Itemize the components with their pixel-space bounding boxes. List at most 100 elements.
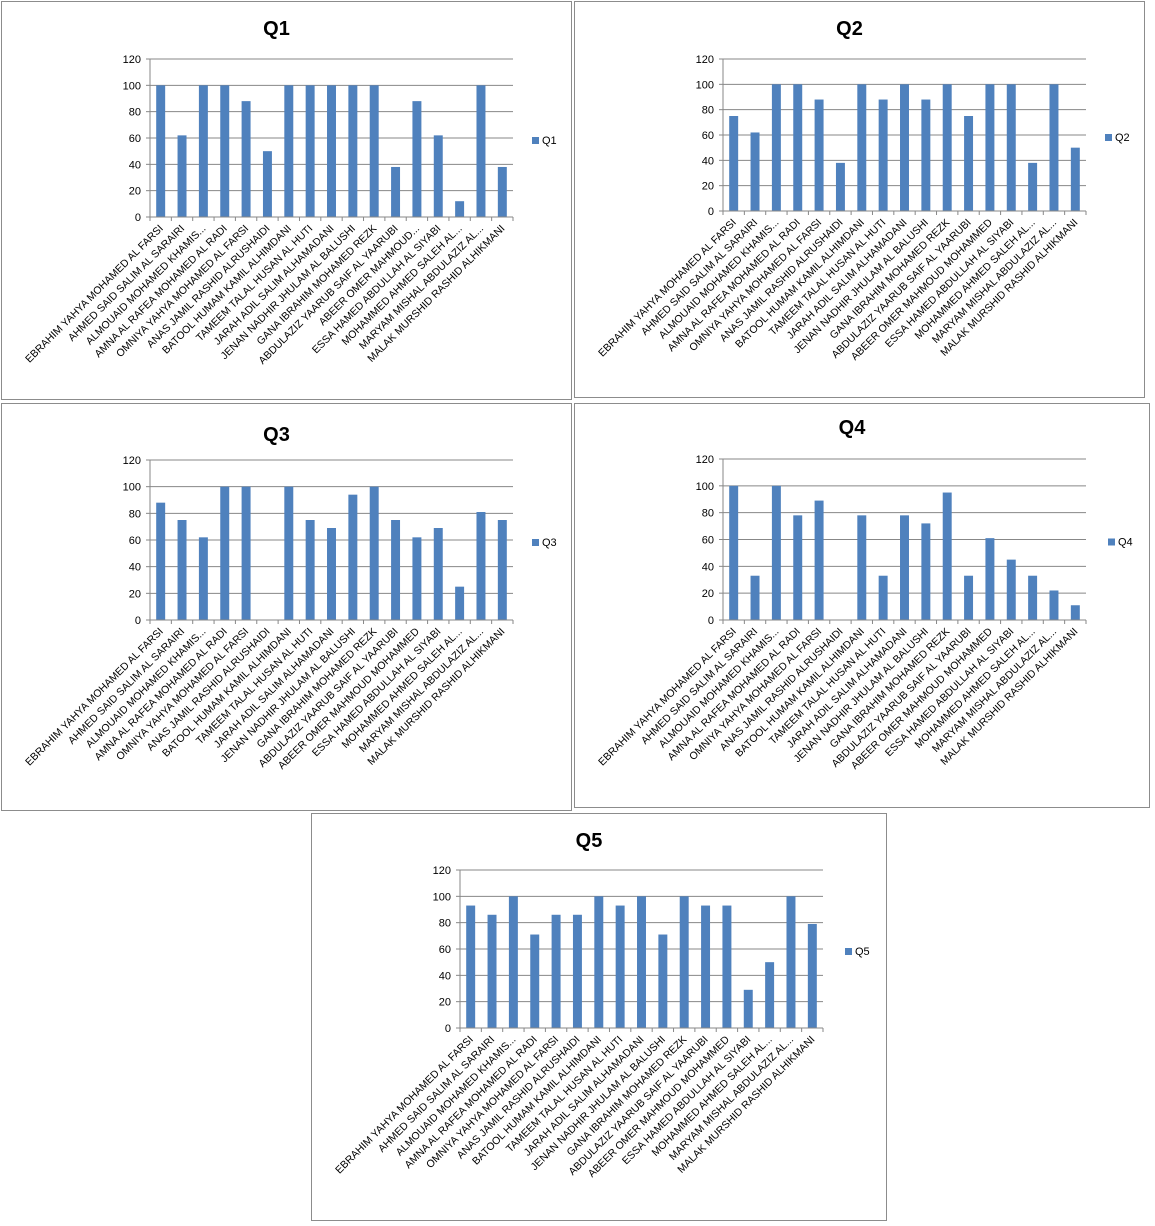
bar [679,896,689,1028]
legend-swatch [1105,134,1112,141]
bar [391,166,401,217]
legend-label: Q1 [542,135,557,147]
bar [701,905,711,1028]
bar [985,84,995,211]
y-tick-label: 120 [433,865,451,877]
bar [1006,559,1016,620]
bar [807,923,817,1028]
y-tick-label: 20 [129,588,141,600]
bar [348,494,358,620]
bar [198,537,208,620]
y-tick-label: 100 [123,80,141,92]
bar [594,896,604,1028]
bar [1006,84,1016,211]
y-tick-label: 0 [135,212,141,224]
bar [156,502,166,620]
y-tick-label: 0 [445,1023,451,1035]
bar [786,896,796,1028]
bar [241,101,251,217]
bar [771,84,781,211]
bar [497,166,507,217]
legend-label: Q2 [1115,132,1130,144]
bar [508,896,518,1028]
y-tick-label: 0 [135,615,141,627]
y-tick-label: 40 [702,155,714,167]
y-tick-label: 120 [696,454,714,466]
y-tick-label: 60 [129,535,141,547]
bar [878,575,888,620]
bar [348,85,358,217]
bar [1049,590,1059,620]
legend-swatch [532,137,539,144]
bar [572,914,582,1028]
bar [305,520,315,620]
bar [722,905,732,1028]
chart-panel-q2: Q2 0 20 40 60 80 100 120 EBRAHIM YAHYA MOHAMED A… [574,1,1145,398]
bar [658,934,668,1028]
bar [835,162,845,211]
y-tick-label: 20 [702,181,714,193]
y-tick-label: 100 [696,481,714,493]
bar [551,914,561,1028]
bar [900,515,909,620]
y-tick-label: 60 [129,133,141,145]
bar [750,132,760,211]
bar [241,486,251,620]
chart-panel-q3: Q3 0 20 40 60 80 100 120 EBRAHIM YAHYA MOHAMED A… [1,403,572,811]
bar [262,151,272,217]
legend-swatch [845,948,852,955]
y-tick-label: 0 [708,206,714,218]
bar [964,116,974,211]
bar [814,99,824,211]
bar [220,486,230,620]
chart-title: Q5 [576,830,603,852]
bar [1028,575,1038,620]
chart-panel-q5: Q5 0 20 40 60 80 100 120 EBRAHIM YAHYA MOHAMED A… [311,813,887,1221]
bar [177,520,187,620]
bar [284,85,294,217]
bar [156,85,166,217]
legend-label: Q5 [855,946,870,958]
y-tick-label: 80 [702,105,714,117]
y-tick-label: 0 [708,615,714,627]
bar [942,492,952,620]
legend-label: Q3 [542,537,557,549]
bar [284,486,294,620]
y-tick-label: 20 [129,186,141,198]
y-tick-label: 80 [702,508,714,520]
chart-panel-q1: Q1 0 20 40 60 80 100 120 EBRAHIM YAHYA MOHAMED A… [1,1,572,400]
bar [637,896,646,1028]
bar [487,914,497,1028]
y-tick-label: 40 [129,562,141,574]
y-tick-label: 80 [439,918,451,930]
bar [857,84,867,211]
bar [327,85,336,217]
bar [327,528,336,620]
y-tick-label: 100 [123,482,141,494]
bar [1070,605,1080,620]
y-tick-label: 120 [696,54,714,66]
bar [793,515,803,620]
bar [455,586,465,620]
bar [964,575,974,620]
bar [615,905,625,1028]
bar [814,500,824,620]
bar [198,85,208,217]
bar [391,520,401,620]
bar [412,537,422,620]
bar [750,575,760,620]
chart-title: Q1 [263,18,290,40]
bar [369,85,379,217]
bar [466,905,476,1028]
bar [985,538,995,620]
bar [771,485,781,620]
y-tick-label: 100 [433,891,451,903]
y-tick-label: 120 [123,455,141,467]
legend-swatch [1108,538,1115,546]
bar [305,85,315,217]
bar [729,485,739,620]
y-tick-label: 80 [129,107,141,119]
